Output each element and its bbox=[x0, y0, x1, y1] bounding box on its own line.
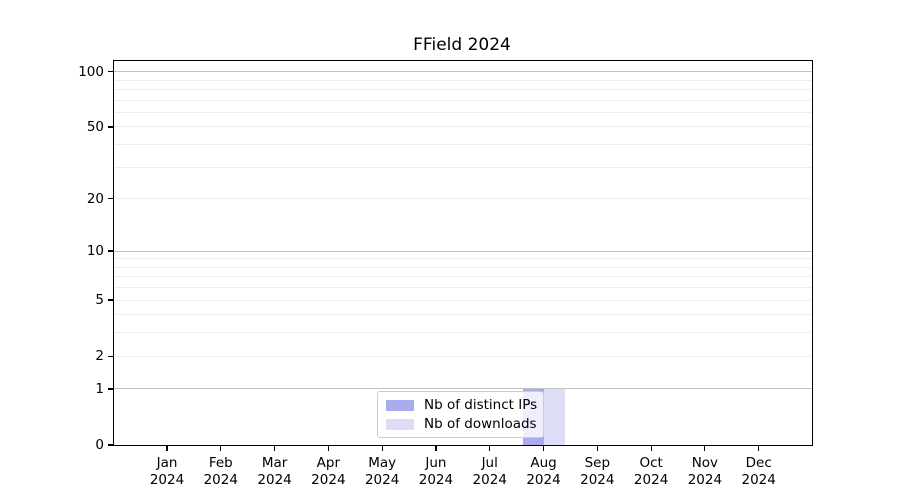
major-gridline bbox=[114, 388, 812, 390]
x-axis-tick bbox=[758, 446, 760, 451]
x-tick-label: May 2024 bbox=[364, 455, 400, 488]
x-tick-label: Jun 2024 bbox=[418, 455, 454, 488]
y-tick-label: 5 bbox=[95, 292, 104, 309]
minor-gridline bbox=[114, 99, 812, 101]
y-axis-tick bbox=[107, 126, 113, 128]
x-axis-tick bbox=[166, 446, 168, 451]
y-axis-tick bbox=[107, 444, 113, 446]
legend-swatch-distinct-ips bbox=[386, 399, 414, 411]
minor-gridline bbox=[114, 287, 812, 289]
x-tick-label: Apr 2024 bbox=[311, 455, 346, 488]
minor-gridline bbox=[114, 126, 812, 128]
y-axis-tick bbox=[107, 355, 113, 357]
y-tick-label: 20 bbox=[86, 190, 104, 207]
y-axis-tick bbox=[107, 71, 113, 73]
x-axis-tick bbox=[596, 446, 598, 451]
legend: Nb of distinct IPs Nb of downloads bbox=[377, 391, 544, 438]
minor-gridline bbox=[114, 355, 812, 357]
y-tick-label: 10 bbox=[86, 243, 104, 260]
y-axis-tick bbox=[107, 250, 113, 252]
x-axis-tick bbox=[381, 446, 383, 451]
x-tick-label: Oct 2024 bbox=[633, 455, 669, 488]
y-tick-label: 1 bbox=[95, 380, 104, 397]
minor-gridline bbox=[114, 111, 812, 113]
x-axis-tick bbox=[435, 446, 437, 451]
x-tick-label: Sep 2024 bbox=[580, 455, 615, 488]
minor-gridline bbox=[114, 299, 812, 301]
y-tick-label: 2 bbox=[95, 348, 104, 365]
major-gridline bbox=[114, 250, 812, 252]
y-tick-label: 100 bbox=[78, 63, 104, 80]
x-tick-label: Feb 2024 bbox=[203, 455, 238, 488]
legend-swatch-downloads bbox=[386, 418, 414, 430]
minor-gridline bbox=[114, 266, 812, 268]
bar-downloads bbox=[543, 388, 565, 445]
y-axis-tick bbox=[107, 388, 113, 390]
x-axis-tick bbox=[489, 446, 491, 451]
legend-item-distinct-ips: Nb of distinct IPs bbox=[378, 397, 543, 413]
minor-gridline bbox=[114, 258, 812, 260]
minor-gridline bbox=[114, 166, 812, 168]
x-tick-label: Dec 2024 bbox=[741, 455, 776, 488]
minor-gridline bbox=[114, 198, 812, 200]
minor-gridline bbox=[114, 144, 812, 146]
chart-title: FField 2024 bbox=[413, 35, 511, 55]
x-axis-tick bbox=[542, 446, 545, 451]
x-tick-label: Nov 2024 bbox=[687, 455, 723, 488]
x-tick-label: Mar 2024 bbox=[257, 455, 292, 488]
minor-gridline bbox=[114, 79, 812, 81]
major-gridline bbox=[114, 71, 812, 73]
x-tick-label: Aug 2024 bbox=[526, 455, 561, 488]
legend-label-distinct-ips: Nb of distinct IPs bbox=[424, 397, 538, 413]
x-axis-tick bbox=[704, 446, 706, 451]
legend-item-downloads: Nb of downloads bbox=[378, 416, 543, 432]
x-axis-tick bbox=[650, 446, 652, 451]
x-axis-tick bbox=[273, 446, 276, 451]
plot-area: Nb of distinct IPs Nb of downloads 0 1 2 5 1… bbox=[78, 60, 813, 488]
x-tick-label: Jul 2024 bbox=[472, 455, 507, 488]
y-axis-tick bbox=[107, 198, 113, 200]
minor-gridline bbox=[114, 314, 812, 316]
y-tick-label: 50 bbox=[86, 118, 104, 135]
y-tick-label: 0 bbox=[95, 437, 104, 453]
x-tick-label: Jan 2024 bbox=[149, 455, 185, 488]
x-axis-tick bbox=[327, 446, 329, 451]
legend-label-downloads: Nb of downloads bbox=[424, 416, 537, 432]
minor-gridline bbox=[114, 276, 812, 278]
minor-gridline bbox=[114, 332, 812, 334]
y-axis-tick bbox=[107, 299, 113, 301]
x-axis-tick bbox=[220, 446, 222, 451]
minor-gridline bbox=[114, 89, 812, 91]
